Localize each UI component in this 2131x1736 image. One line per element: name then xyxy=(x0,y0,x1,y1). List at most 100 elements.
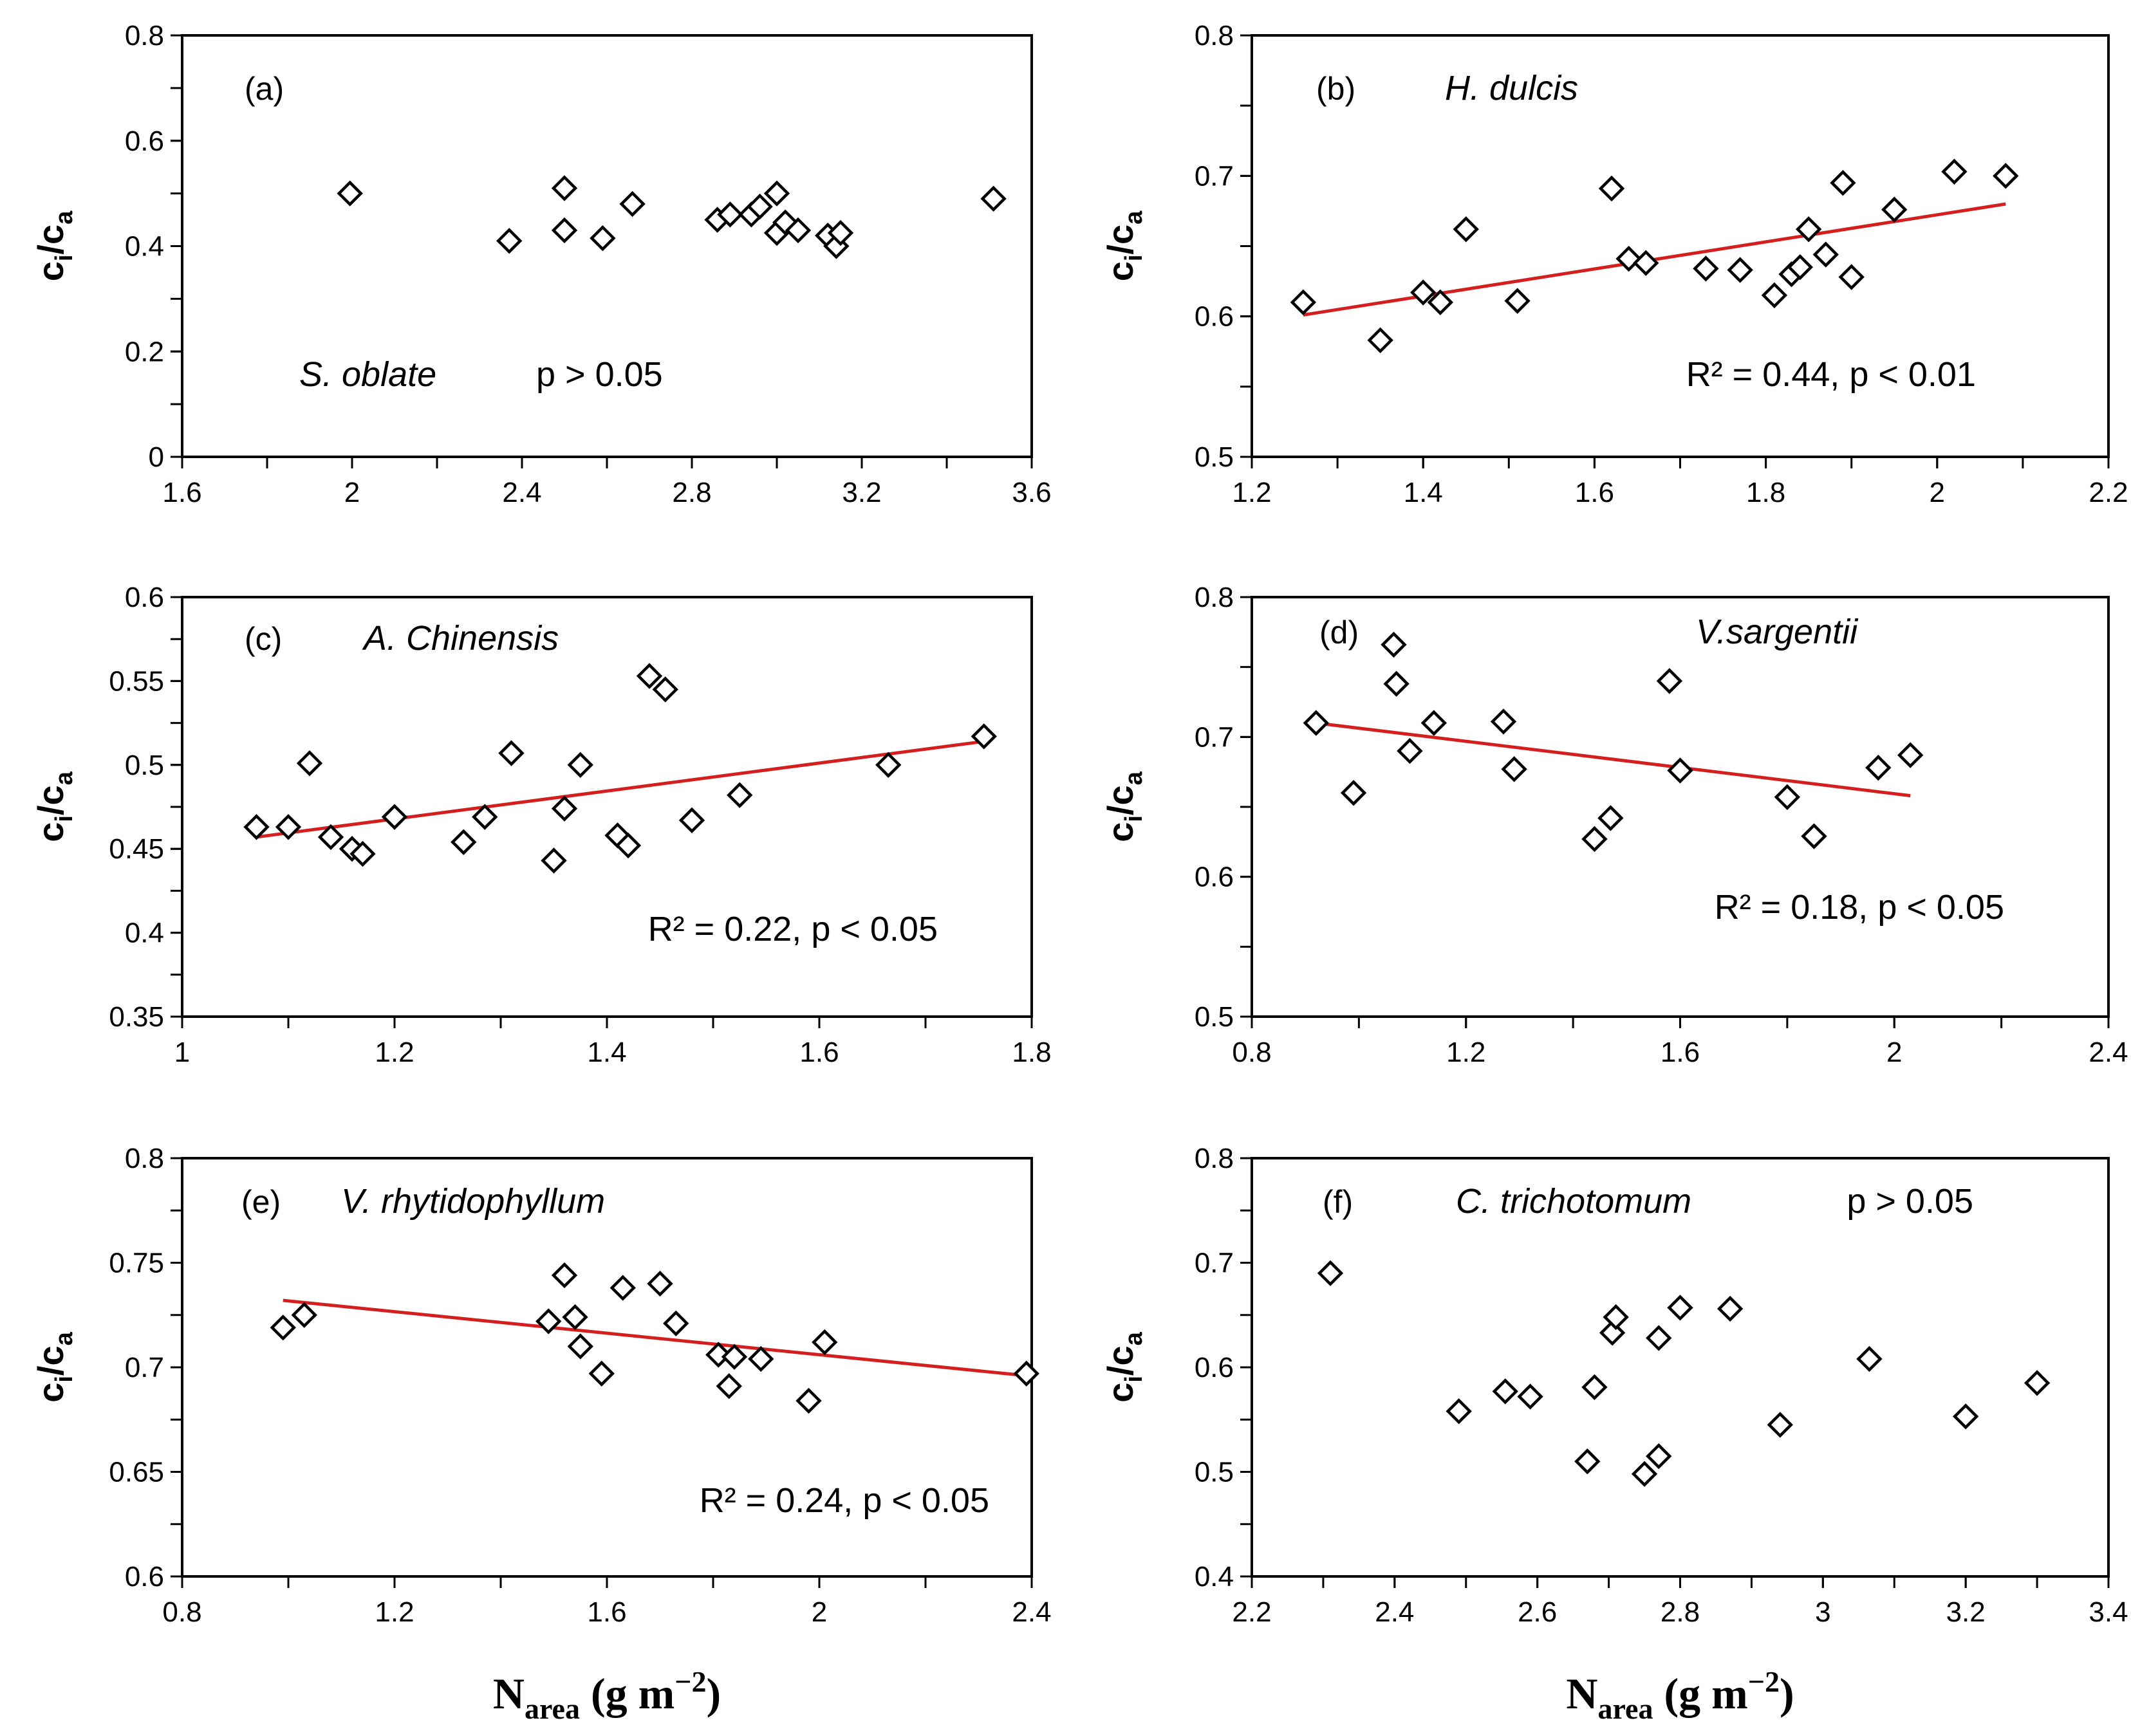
data-point xyxy=(1656,668,1683,694)
y-axis-label: ci/ca xyxy=(1100,210,1148,281)
data-point xyxy=(1761,282,1788,309)
x-tick-label: 1.6 xyxy=(1661,1037,1700,1068)
x-tick-label: 1.6 xyxy=(799,1037,839,1068)
x-tick-label: 0.8 xyxy=(162,1596,201,1628)
data-point xyxy=(296,750,323,777)
data-point xyxy=(763,180,790,207)
y-tick-label: 0.6 xyxy=(125,582,164,613)
chart-panel-d: 0.8 1.2 1.6 2 2.4 0.5 0.6 0.7 0.8 ci/ca (d) V.sarge… xyxy=(1100,582,2128,1068)
data-point xyxy=(535,1308,562,1334)
data-point xyxy=(1581,826,1608,853)
data-point xyxy=(317,824,344,851)
data-point xyxy=(588,1360,615,1387)
data-point xyxy=(567,752,593,778)
data-point xyxy=(1492,1378,1518,1405)
x-tick-label: 1.4 xyxy=(1404,477,1443,508)
data-point xyxy=(615,832,642,859)
species-label: A. Chinensis xyxy=(362,619,559,658)
data-point xyxy=(1517,1383,1543,1410)
data-point xyxy=(1717,1295,1744,1322)
y-tick-label: 0.8 xyxy=(125,20,164,51)
data-point xyxy=(541,847,567,874)
y-axis-label: ci/ca xyxy=(30,1331,78,1402)
y-tick-label: 0.6 xyxy=(1195,301,1234,333)
data-point xyxy=(1367,327,1393,353)
data-point xyxy=(1340,780,1367,806)
plot-frame xyxy=(1251,34,2110,458)
y-tick-label: 0.7 xyxy=(1195,721,1234,753)
x-tick-label: 1.6 xyxy=(587,1596,626,1628)
x-tick-label: 3.4 xyxy=(2089,1596,2128,1628)
x-tick-label: 1 xyxy=(174,1037,190,1068)
y-tick-label: 0.65 xyxy=(109,1457,164,1488)
data-point xyxy=(451,829,477,855)
data-point xyxy=(1290,289,1317,316)
data-point xyxy=(1317,1260,1344,1286)
y-tick-label: 0.75 xyxy=(109,1248,164,1279)
x-tick-label: 2.4 xyxy=(1375,1596,1414,1628)
data-point xyxy=(1897,742,1924,768)
data-point xyxy=(496,228,523,254)
stat-annotation: p > 0.05 xyxy=(1847,1182,1973,1221)
data-point xyxy=(1856,1345,1883,1372)
x-axis-label: Narea (g m−2) xyxy=(1566,1665,1794,1725)
y-tick-label: 0.6 xyxy=(125,125,164,157)
x-tick-label: 2.6 xyxy=(1518,1596,1557,1628)
stat-annotation: R² = 0.44, p < 0.01 xyxy=(1686,355,1976,394)
x-axis-label: Narea (g m−2) xyxy=(493,1665,721,1725)
data-point xyxy=(785,217,812,244)
data-point xyxy=(472,804,498,830)
panel-label: (d) xyxy=(1319,614,1359,651)
data-point xyxy=(551,795,578,822)
x-tick-label: 2.8 xyxy=(672,477,711,508)
y-tick-label: 0.8 xyxy=(1195,20,1234,51)
x-tick-label: 2 xyxy=(344,477,360,508)
data-point xyxy=(747,193,773,220)
data-point xyxy=(551,175,578,201)
data-point xyxy=(1667,757,1693,784)
y-tick-label: 0.7 xyxy=(125,1352,164,1383)
data-point xyxy=(275,814,302,840)
x-tick-label: 0.8 xyxy=(1232,1037,1271,1068)
y-axis-label: ci/ca xyxy=(1100,1331,1148,1402)
species-label: H. dulcis xyxy=(1445,69,1578,107)
data-point xyxy=(243,814,270,840)
x-tick-label: 2.8 xyxy=(1661,1596,1700,1628)
panel-label: (b) xyxy=(1316,71,1355,107)
species-label: V.sargentii xyxy=(1696,613,1859,651)
data-point xyxy=(381,804,408,830)
x-tick-label: 1.2 xyxy=(1232,477,1271,508)
y-tick-label: 0.45 xyxy=(109,833,164,865)
data-point xyxy=(1881,196,1908,223)
data-point xyxy=(1420,710,1447,736)
plot-frame xyxy=(1251,596,2110,1018)
y-tick-label: 0.5 xyxy=(1195,1001,1234,1033)
data-point xyxy=(796,1387,822,1414)
data-point xyxy=(980,185,1007,212)
data-point xyxy=(1598,175,1625,202)
data-point xyxy=(619,190,646,217)
y-axis-label: ci/ca xyxy=(30,771,78,842)
data-point xyxy=(1667,1295,1693,1321)
x-tick-label: 2.2 xyxy=(1232,1596,1271,1628)
data-point xyxy=(1410,279,1437,306)
data-point xyxy=(337,180,363,207)
data-point xyxy=(1397,737,1423,764)
y-tick-label: 0.6 xyxy=(1195,1352,1234,1383)
y-tick-label: 0.7 xyxy=(1195,160,1234,192)
chart-panel-f: 2.2 2.4 2.6 2.8 3 3.2 3.4 0.4 0.5 0.6 0.7 0.8 ci/ca N… xyxy=(1100,1143,2128,1725)
data-point xyxy=(875,752,902,778)
x-tick-label: 2.2 xyxy=(2089,477,2128,508)
stat-annotation: R² = 0.22, p < 0.05 xyxy=(648,910,938,948)
y-tick-label: 0.5 xyxy=(1195,1457,1234,1488)
data-point xyxy=(812,1329,838,1356)
data-point xyxy=(1787,254,1814,281)
y-tick-label: 0.2 xyxy=(125,336,164,367)
y-tick-label: 0.8 xyxy=(1195,1143,1234,1174)
data-point xyxy=(590,225,616,252)
panel-label: (f) xyxy=(1323,1184,1353,1220)
x-tick-label: 2 xyxy=(812,1596,827,1628)
data-point xyxy=(349,840,376,867)
y-tick-label: 0.7 xyxy=(1195,1248,1234,1279)
